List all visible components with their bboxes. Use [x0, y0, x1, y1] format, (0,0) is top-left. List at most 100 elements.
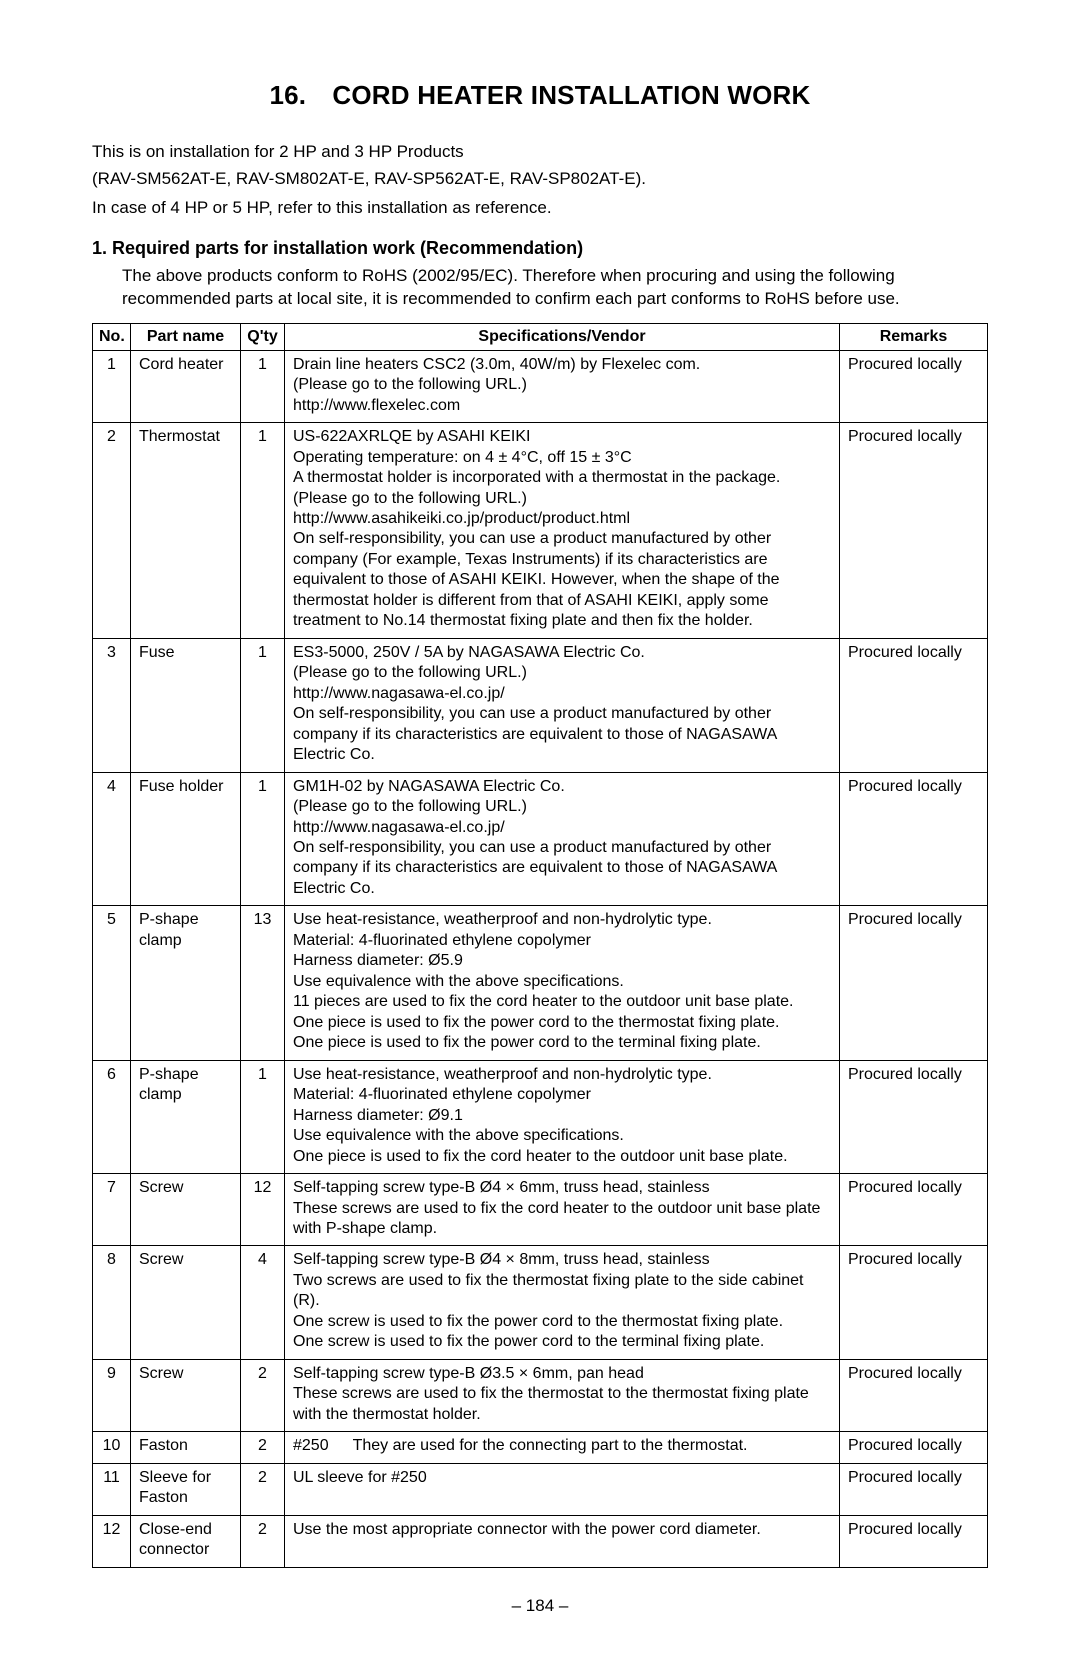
- cell-no: 3: [93, 638, 131, 772]
- spec-line: On self-responsibility, you can use a pr…: [293, 838, 831, 899]
- spec-line: http://www.flexelec.com: [293, 396, 831, 416]
- intro-line-2: (RAV-SM562AT-E, RAV-SM802AT-E, RAV-SP562…: [92, 168, 988, 191]
- spec-line: http://www.asahikeiki.co.jp/product/prod…: [293, 509, 831, 529]
- spec-line: (Please go to the following URL.): [293, 375, 831, 395]
- spec-line: UL sleeve for #250: [293, 1468, 831, 1488]
- cell-remarks: Procured locally: [840, 1359, 988, 1431]
- cell-remarks: Procured locally: [840, 772, 988, 906]
- page-container: 16. CORD HEATER INSTALLATION WORK This i…: [0, 0, 1080, 1656]
- cell-no: 7: [93, 1174, 131, 1246]
- th-spec: Specifications/Vendor: [285, 323, 840, 350]
- cell-part: P-shape clamp: [131, 1060, 241, 1173]
- spec-line: Operating temperature: on 4 ± 4°C, off 1…: [293, 448, 831, 468]
- page-number: – 184 –: [92, 1596, 988, 1616]
- cell-remarks: Procured locally: [840, 1463, 988, 1515]
- th-remarks: Remarks: [840, 323, 988, 350]
- spec-line: #250 They are used for the connecting pa…: [293, 1436, 831, 1456]
- spec-line: Harness diameter: Ø5.9: [293, 951, 831, 971]
- cell-no: 2: [93, 423, 131, 639]
- cell-spec: #250 They are used for the connecting pa…: [285, 1432, 840, 1463]
- spec-line: One piece is used to fix the power cord …: [293, 1013, 831, 1033]
- th-part: Part name: [131, 323, 241, 350]
- cell-spec: Self-tapping screw type-B Ø4 × 6mm, trus…: [285, 1174, 840, 1246]
- spec-line: http://www.nagasawa-el.co.jp/: [293, 818, 831, 838]
- table-row: 11Sleeve for Faston2 UL sleeve for #250 Pr…: [93, 1463, 988, 1515]
- spec-line: Self-tapping screw type-B Ø4 × 8mm, trus…: [293, 1250, 831, 1270]
- table-row: 6P-shape clamp1Use heat-resistance, weat…: [93, 1060, 988, 1173]
- intro-line-3: In case of 4 HP or 5 HP, refer to this i…: [92, 197, 988, 220]
- cell-qty: 1: [241, 423, 285, 639]
- spec-line: Use equivalence with the above specifica…: [293, 1126, 831, 1146]
- cell-qty: 2: [241, 1432, 285, 1463]
- cell-remarks: Procured locally: [840, 1432, 988, 1463]
- cell-no: 1: [93, 350, 131, 422]
- spec-line: Material: 4-fluorinated ethylene copolym…: [293, 931, 831, 951]
- table-row: 8Screw4 Self-tapping screw type-B Ø4 × 8m…: [93, 1246, 988, 1359]
- cell-qty: 1: [241, 638, 285, 772]
- cell-part: Close-end connector: [131, 1515, 241, 1567]
- spec-line: One screw is used to fix the power cord …: [293, 1312, 831, 1332]
- cell-qty: 1: [241, 350, 285, 422]
- spec-line: http://www.nagasawa-el.co.jp/: [293, 684, 831, 704]
- spec-line: Self-tapping screw type-B Ø4 × 6mm, trus…: [293, 1178, 831, 1198]
- cell-no: 9: [93, 1359, 131, 1431]
- cell-remarks: Procured locally: [840, 1515, 988, 1567]
- spec-line: Drain line heaters CSC2 (3.0m, 40W/m) by…: [293, 355, 831, 375]
- cell-part: Faston: [131, 1432, 241, 1463]
- spec-line: US-622AXRLQE by ASAHI KEIKI: [293, 427, 831, 447]
- cell-part: Screw: [131, 1174, 241, 1246]
- spec-line: Use heat-resistance, weatherproof and no…: [293, 910, 831, 930]
- cell-part: P-shape clamp: [131, 906, 241, 1060]
- intro-line-1: This is on installation for 2 HP and 3 H…: [92, 141, 988, 164]
- cell-part: Fuse holder: [131, 772, 241, 906]
- page-title: 16. CORD HEATER INSTALLATION WORK: [92, 80, 988, 111]
- cell-qty: 2: [241, 1359, 285, 1431]
- table-row: 10Faston2#250 They are used for the conn…: [93, 1432, 988, 1463]
- cell-remarks: Procured locally: [840, 1246, 988, 1359]
- table-row: 9Screw2Self-tapping screw type-B Ø3.5 × …: [93, 1359, 988, 1431]
- table-row: 12Close-end connector2Use the most appro…: [93, 1515, 988, 1567]
- spec-line: On self-responsibility, you can use a pr…: [293, 529, 831, 631]
- cell-qty: 13: [241, 906, 285, 1060]
- spec-line: These screws are used to fix the cord he…: [293, 1199, 831, 1240]
- cell-qty: 1: [241, 772, 285, 906]
- table-row: 1Cord heater1 Drain line heaters CSC2 (3.…: [93, 350, 988, 422]
- cell-remarks: Procured locally: [840, 423, 988, 639]
- table-row: 2Thermostat1US-622AXRLQE by ASAHI KEIKIO…: [93, 423, 988, 639]
- spec-line: Harness diameter: Ø9.1: [293, 1106, 831, 1126]
- cell-spec: Use the most appropriate connector with …: [285, 1515, 840, 1567]
- spec-line: Use heat-resistance, weatherproof and no…: [293, 1065, 831, 1085]
- cell-no: 6: [93, 1060, 131, 1173]
- cell-spec: GM1H-02 by NAGASAWA Electric Co.(Please …: [285, 772, 840, 906]
- cell-qty: 2: [241, 1515, 285, 1567]
- cell-spec: UL sleeve for #250: [285, 1463, 840, 1515]
- spec-line: A thermostat holder is incorporated with…: [293, 468, 831, 488]
- cell-remarks: Procured locally: [840, 906, 988, 1060]
- table-row: 5P-shape clamp13Use heat-resistance, wea…: [93, 906, 988, 1060]
- cell-no: 11: [93, 1463, 131, 1515]
- cell-spec: Use heat-resistance, weatherproof and no…: [285, 906, 840, 1060]
- cell-no: 4: [93, 772, 131, 906]
- table-header-row: No. Part name Q'ty Specifications/Vendor…: [93, 323, 988, 350]
- spec-line: Material: 4-fluorinated ethylene copolym…: [293, 1085, 831, 1105]
- th-qty: Q'ty: [241, 323, 285, 350]
- table-row: 4Fuse holder1GM1H-02 by NAGASAWA Electri…: [93, 772, 988, 906]
- spec-line: Use equivalence with the above specifica…: [293, 972, 831, 992]
- cell-part: Fuse: [131, 638, 241, 772]
- cell-spec: ES3-5000, 250V / 5A by NAGASAWA Electric…: [285, 638, 840, 772]
- cell-part: Cord heater: [131, 350, 241, 422]
- cell-no: 8: [93, 1246, 131, 1359]
- cell-no: 12: [93, 1515, 131, 1567]
- spec-line: Self-tapping screw type-B Ø3.5 × 6mm, pa…: [293, 1364, 831, 1384]
- spec-line: One piece is used to fix the power cord …: [293, 1033, 831, 1053]
- section-heading: 1. Required parts for installation work …: [92, 238, 988, 259]
- cell-qty: 4: [241, 1246, 285, 1359]
- cell-qty: 2: [241, 1463, 285, 1515]
- intro-block: This is on installation for 2 HP and 3 H…: [92, 141, 988, 220]
- cell-part: Sleeve for Faston: [131, 1463, 241, 1515]
- section-text: The above products conform to RoHS (2002…: [122, 265, 988, 311]
- cell-remarks: Procured locally: [840, 350, 988, 422]
- parts-table: No. Part name Q'ty Specifications/Vendor…: [92, 323, 988, 1568]
- cell-part: Screw: [131, 1246, 241, 1359]
- cell-remarks: Procured locally: [840, 1174, 988, 1246]
